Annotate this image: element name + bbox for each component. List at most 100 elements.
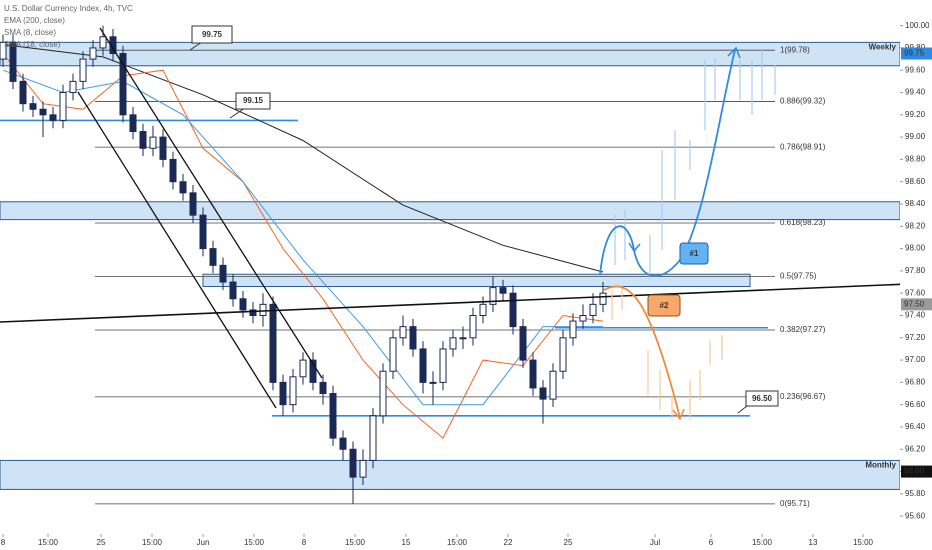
- projection-bars: [611, 285, 723, 420]
- candle-body: [259, 303, 267, 316]
- candle-body: [59, 92, 67, 121]
- callout-box: [235, 92, 271, 110]
- candle: [499, 279, 507, 302]
- y-tick-label: 100.00: [905, 21, 930, 30]
- candle: [259, 293, 267, 327]
- candle: [449, 329, 457, 357]
- candle-body: [399, 326, 407, 339]
- projection-path: [603, 285, 681, 419]
- zone: [202, 273, 751, 288]
- zone-label: Monthly: [865, 461, 896, 470]
- callout-box: [191, 25, 233, 44]
- candle-body: [459, 337, 467, 340]
- candle: [239, 290, 247, 318]
- candle-body: [139, 131, 147, 149]
- candle: [149, 125, 157, 157]
- candle: [439, 341, 447, 391]
- candle-body: [409, 326, 417, 350]
- candle: [249, 302, 257, 324]
- candle-body: [349, 448, 357, 478]
- candle: [19, 73, 27, 112]
- candle-body: [499, 287, 507, 294]
- candle-body: [519, 326, 527, 361]
- candle: [229, 274, 237, 307]
- y-tick-label: 99.20: [905, 110, 926, 119]
- candle: [409, 318, 417, 357]
- price-tag-label: 96.00: [904, 467, 925, 476]
- price-tag-label: 99.75: [904, 49, 925, 58]
- trendline: [0, 282, 932, 323]
- candle: [399, 315, 407, 346]
- candle-body: [579, 314, 587, 322]
- y-tick-label: 98.60: [905, 177, 926, 186]
- candle: [569, 313, 577, 346]
- candle: [169, 151, 177, 190]
- indicator-label: SMA (8, close): [4, 28, 56, 37]
- candle-body: [509, 292, 517, 328]
- candle: [419, 341, 427, 394]
- candle-body: [439, 348, 447, 383]
- callout-label: #1: [690, 249, 699, 258]
- candle-body: [79, 58, 87, 82]
- candle: [199, 207, 207, 257]
- x-tick-label: 8: [1, 538, 6, 547]
- candle: [549, 363, 557, 407]
- y-tick-label: 99.60: [905, 65, 926, 74]
- y-tick-label: 97.80: [905, 266, 926, 275]
- candle-body: [489, 287, 497, 305]
- candle-body: [219, 264, 227, 283]
- candle: [579, 304, 587, 329]
- indicator-label: EMA (200, close): [4, 16, 65, 25]
- candle-body: [39, 108, 47, 116]
- candle-body: [269, 303, 277, 383]
- price-tag-label: 97.50: [904, 299, 925, 308]
- candle-body: [359, 459, 367, 478]
- price-tag: [901, 465, 932, 478]
- x-tick-label: 25: [97, 538, 106, 547]
- x-tick-label: 15:00: [38, 538, 59, 547]
- candle-body: [419, 348, 427, 383]
- candle: [119, 45, 127, 123]
- axis-background: [900, 0, 932, 534]
- candle: [299, 352, 307, 385]
- candle-body: [539, 387, 547, 400]
- fib-label: 0.236(96.67): [780, 392, 826, 401]
- callout-label: 96.50: [752, 394, 773, 403]
- y-tick-label: 96.20: [905, 444, 926, 453]
- candle-body: [369, 415, 377, 461]
- candle: [89, 40, 97, 67]
- x-tick-label: 15:00: [853, 538, 874, 547]
- candle-body: [159, 136, 167, 160]
- candle: [349, 441, 357, 504]
- candle: [539, 380, 547, 424]
- candle: [179, 173, 187, 201]
- moving-average: [2, 53, 604, 439]
- candle: [59, 84, 67, 129]
- x-tick-label: 8: [302, 538, 307, 547]
- x-tick-label: 25: [564, 538, 573, 547]
- candle-body: [189, 192, 197, 216]
- candle: [79, 51, 87, 90]
- x-tick-label: 22: [504, 538, 513, 547]
- candle: [189, 185, 197, 223]
- zone: [0, 459, 901, 490]
- candle-body: [69, 80, 77, 94]
- y-tick-label: 98.80: [905, 155, 926, 164]
- candle: [379, 363, 387, 424]
- callout-label: 99.15: [243, 96, 264, 105]
- x-tick-label: 13: [809, 538, 818, 547]
- candle: [159, 129, 167, 168]
- candle-body: [129, 114, 137, 133]
- candle-body: [589, 303, 597, 316]
- fib-label: 0.618(98.23): [780, 218, 826, 227]
- candle: [279, 374, 287, 416]
- candle: [129, 107, 137, 140]
- candle-body: [309, 359, 317, 383]
- candle-body: [279, 381, 287, 406]
- candle-body: [99, 36, 107, 49]
- candle-body: [319, 381, 327, 395]
- projection-path: [599, 49, 736, 277]
- candle-body: [19, 80, 27, 105]
- candle: [559, 329, 567, 380]
- y-tick-label: 96.80: [905, 377, 926, 386]
